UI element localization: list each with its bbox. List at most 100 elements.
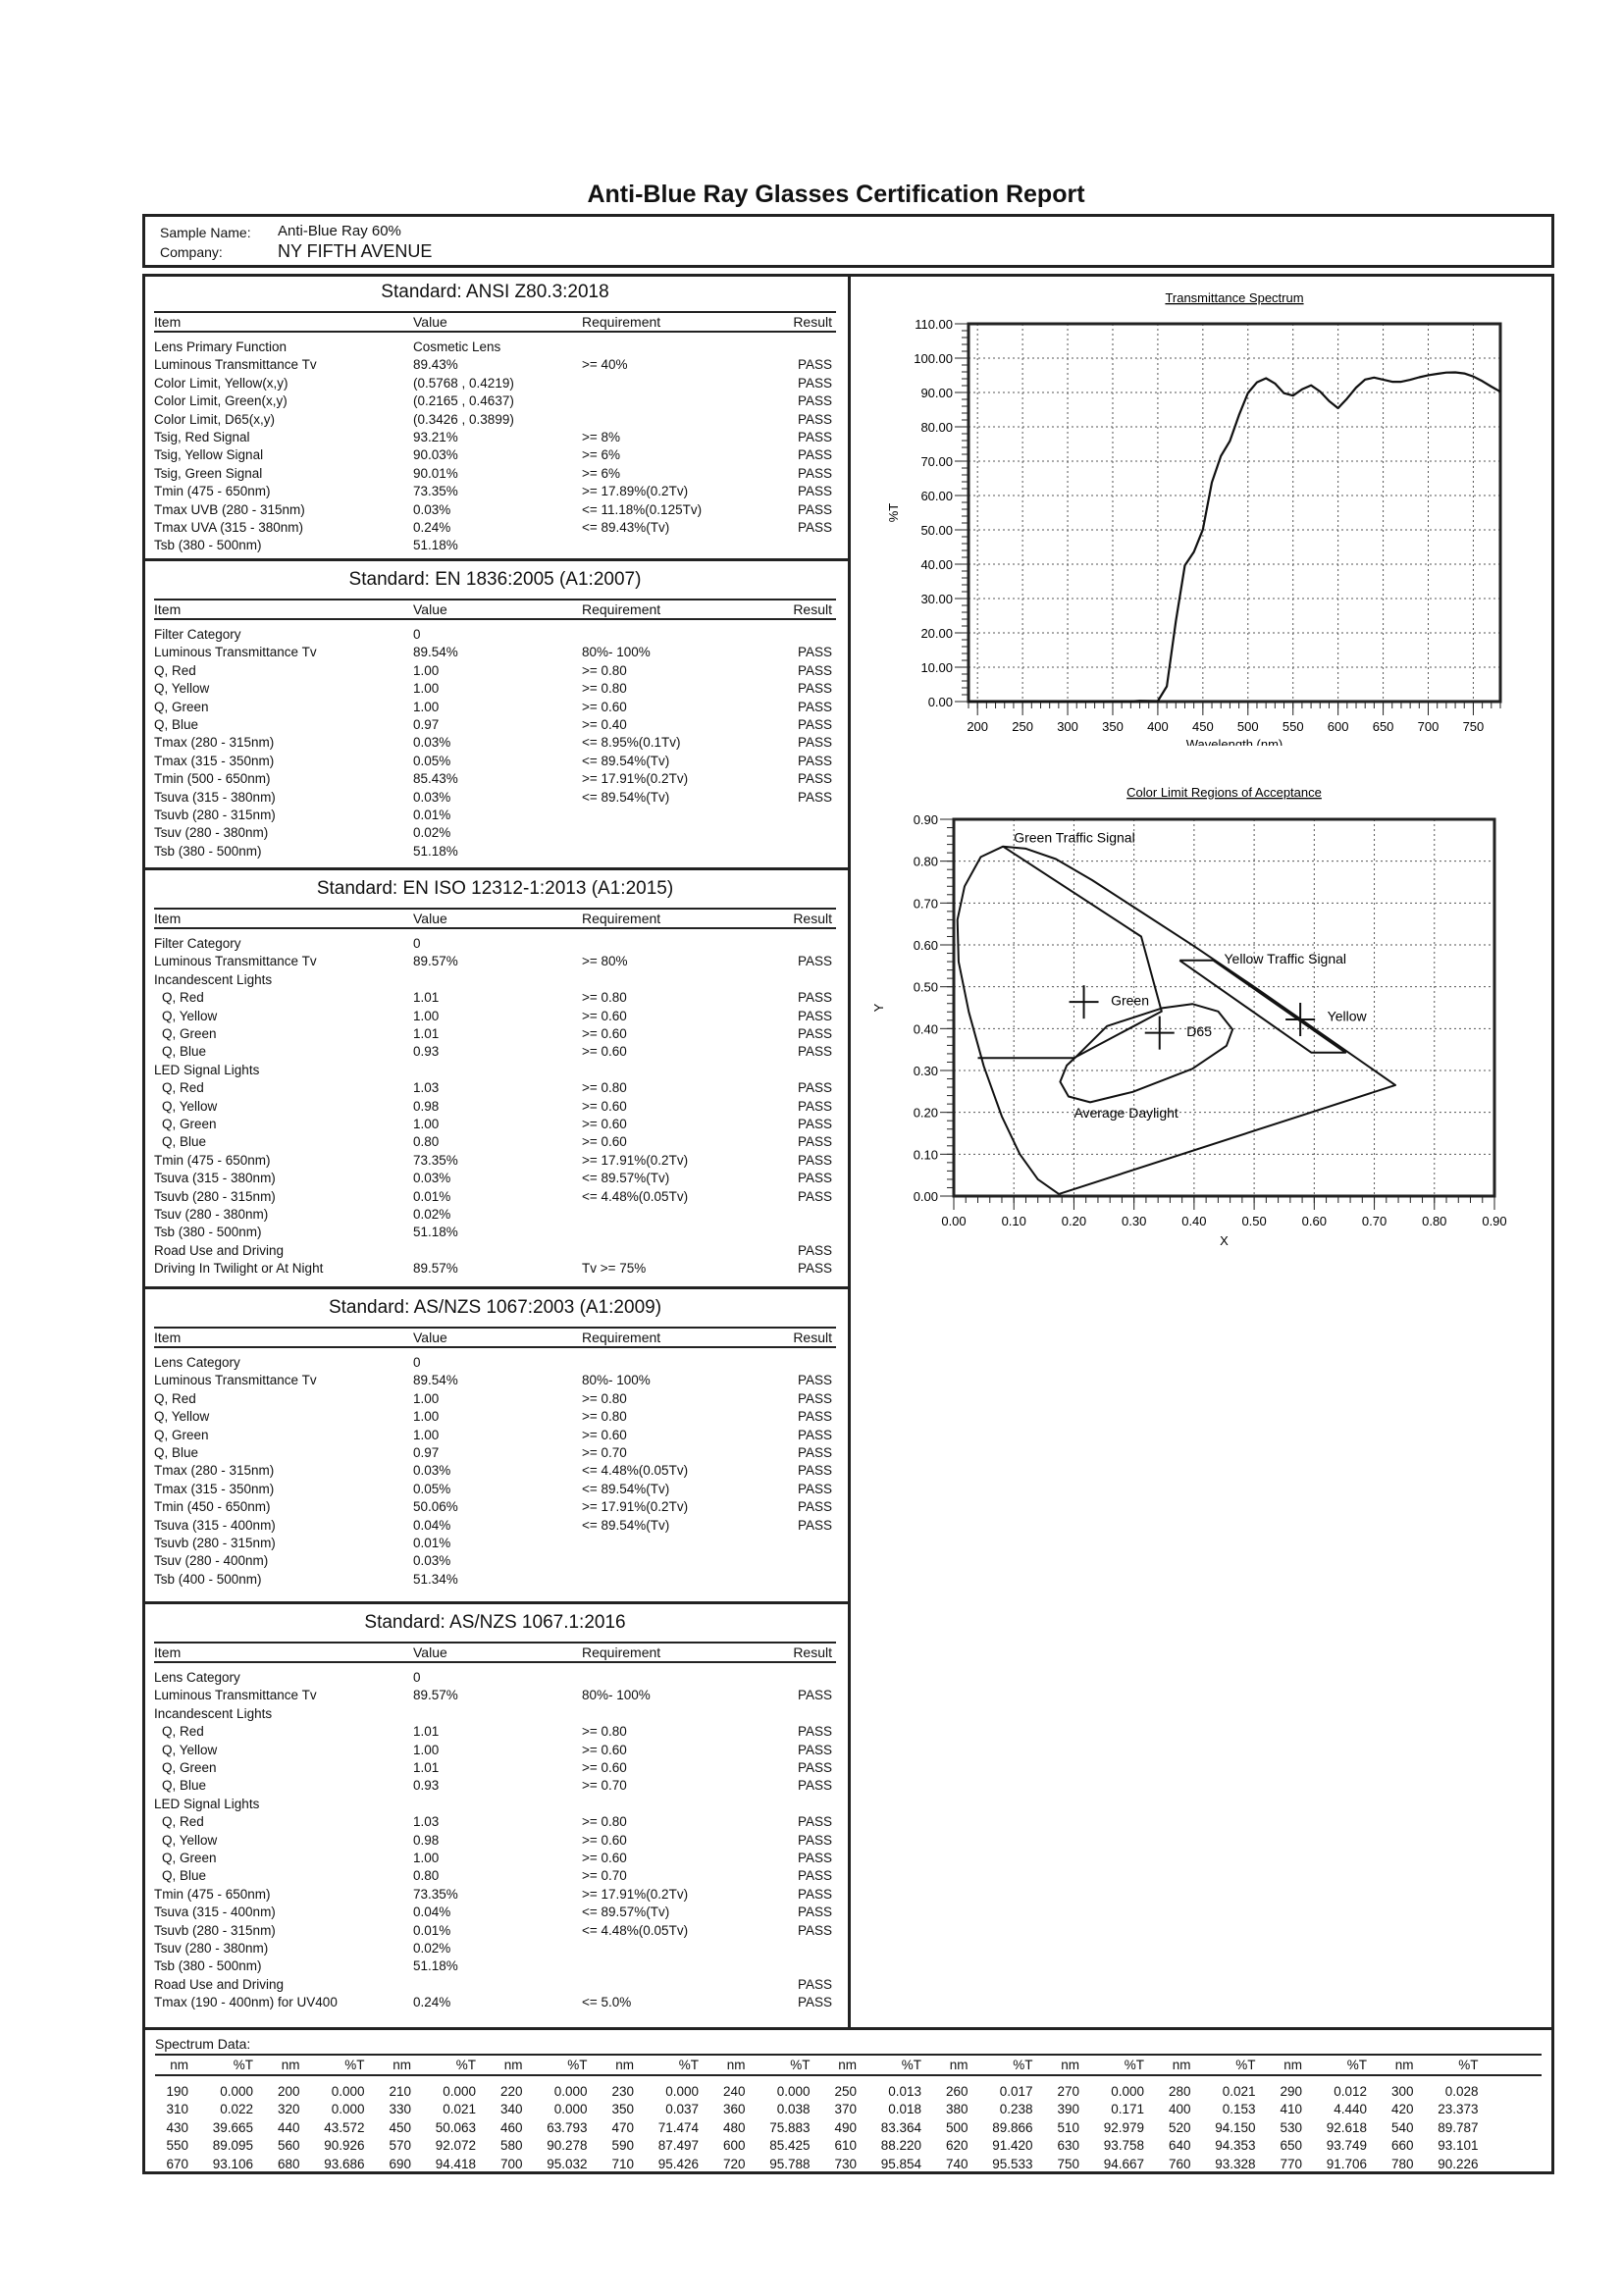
spectrum-t: 88.220 xyxy=(880,2138,921,2154)
spectrum-t: 0.021 xyxy=(443,2102,476,2117)
item-requirement: >= 6% xyxy=(582,447,621,463)
point-label: Green xyxy=(1111,993,1149,1009)
spectrum-t: 92.618 xyxy=(1326,2119,1367,2135)
table-row: Q, Blue 0.97 >= 0.40 PASS xyxy=(154,716,836,734)
item-name: Q, Yellow xyxy=(162,1008,218,1023)
spectrum-t: 0.238 xyxy=(999,2102,1033,2117)
table-row: Q, Blue 0.80 >= 0.60 PASS xyxy=(154,1133,836,1151)
item-value: 1.00 xyxy=(413,1427,440,1442)
spectrum-t: 90.278 xyxy=(547,2138,588,2154)
spectrum-t: 93.328 xyxy=(1215,2156,1256,2171)
item-name: Tmax (315 - 350nm) xyxy=(154,753,275,768)
item-value: 0.01% xyxy=(413,1188,451,1204)
item-name: Tsuv (280 - 380nm) xyxy=(154,825,269,841)
item-name: Q, Blue xyxy=(162,1044,207,1060)
item-requirement: >= 0.60 xyxy=(582,1008,627,1023)
table-row: Tmax (280 - 315nm) 0.03% <= 4.48%(0.05Tv) P… xyxy=(154,1462,836,1480)
spectrum-nm: 420 xyxy=(1390,2102,1414,2117)
item-value: 89.54% xyxy=(413,645,458,660)
column-header: Item xyxy=(154,911,182,926)
item-result: PASS xyxy=(797,1427,832,1442)
spectrum-nm: 540 xyxy=(1390,2119,1414,2135)
spectrum-t: 93.106 xyxy=(212,2156,253,2171)
item-value: 0.80 xyxy=(413,1868,440,1884)
item-value: 0.93 xyxy=(413,1778,440,1794)
item-requirement: >= 17.91%(0.2Tv) xyxy=(582,1152,689,1168)
item-value: 0.98 xyxy=(413,1832,440,1848)
spectrum-nm: 680 xyxy=(277,2156,300,2171)
item-value: 0.05% xyxy=(413,753,451,768)
region-outline xyxy=(1178,959,1347,1054)
item-value: 0.02% xyxy=(413,825,451,841)
table-row: Tsuva (315 - 400nm) 0.04% <= 89.54%(Tv) PAS… xyxy=(154,1517,836,1535)
column-header: Requirement xyxy=(582,1644,661,1660)
spectrum-nm: 590 xyxy=(611,2138,634,2154)
table-row: Q, Blue 0.93 >= 0.60 PASS xyxy=(154,1043,836,1061)
item-name: Tmin (475 - 650nm) xyxy=(154,1152,271,1168)
item-value: 0.04% xyxy=(413,1905,451,1920)
table-row: Q, Yellow 1.00 >= 0.60 PASS xyxy=(154,1008,836,1025)
spectrum-t: 93.749 xyxy=(1326,2138,1367,2154)
item-result: PASS xyxy=(797,1778,832,1794)
spectrum-nm: 650 xyxy=(1280,2138,1302,2154)
spectrum-t: 93.686 xyxy=(324,2156,365,2171)
item-result: PASS xyxy=(797,1688,832,1703)
x-tick-label: 0.70 xyxy=(1362,1214,1387,1228)
x-tick-label: 500 xyxy=(1237,719,1259,734)
spectrum-nm: 470 xyxy=(611,2119,634,2135)
spectrum-t: 0.000 xyxy=(553,2102,588,2117)
item-value: 89.57% xyxy=(413,1261,458,1277)
column-header: Value xyxy=(413,911,447,926)
item-result: PASS xyxy=(797,1261,832,1277)
x-tick-label: 0.40 xyxy=(1181,1214,1206,1228)
item-result: PASS xyxy=(797,1008,832,1023)
item-value: 73.35% xyxy=(413,484,458,499)
item-value: 89.54% xyxy=(413,1373,458,1388)
item-name: Q, Green xyxy=(162,1117,217,1131)
table-row: Tmin (475 - 650nm) 73.35% >= 17.89%(0.2Tv)… xyxy=(154,483,836,500)
region-outline xyxy=(977,845,1163,1060)
table-row: Tsig, Yellow Signal 90.03% >= 6% PASS xyxy=(154,446,836,464)
item-result: PASS xyxy=(797,465,832,481)
item-value: 51.18% xyxy=(413,843,458,859)
item-value: 1.00 xyxy=(413,1008,440,1023)
spectrum-t: 0.000 xyxy=(1111,2084,1144,2099)
spectrum-t: 0.028 xyxy=(1444,2084,1479,2099)
item-requirement: >= 17.91%(0.2Tv) xyxy=(582,1886,689,1902)
item-result: PASS xyxy=(797,1080,832,1096)
spectrum-nm: 370 xyxy=(834,2102,857,2117)
chart-title: Transmittance Spectrum xyxy=(1165,290,1303,305)
company-name: NY FIFTH AVENUE xyxy=(278,241,433,261)
table-row: Tsb (400 - 500nm) 51.34% xyxy=(154,1571,836,1589)
table-row: Q, Red 1.00 >= 0.80 PASS xyxy=(154,1390,836,1408)
table-header: Item Value Requirement Result xyxy=(154,1642,836,1663)
spectrum-t: 43.572 xyxy=(324,2119,365,2135)
header-nm: nm xyxy=(1172,2058,1191,2072)
x-tick-label: 0.00 xyxy=(941,1214,966,1228)
item-value: 50.06% xyxy=(413,1499,458,1515)
header-nm: nm xyxy=(170,2058,188,2072)
item-requirement: >= 17.91%(0.2Tv) xyxy=(582,1499,689,1515)
y-tick-label: 0.60 xyxy=(914,938,938,953)
x-tick-label: 650 xyxy=(1373,719,1394,734)
item-name: Driving In Twilight or At Night xyxy=(154,1261,324,1277)
spectrum-nm: 330 xyxy=(389,2102,411,2117)
item-name: Tsuv (280 - 380nm) xyxy=(154,1207,269,1222)
item-value: 89.57% xyxy=(413,954,458,969)
header-nm: nm xyxy=(1394,2058,1414,2072)
item-result: PASS xyxy=(797,1499,832,1515)
header-nm: nm xyxy=(838,2058,857,2072)
item-requirement: >= 0.60 xyxy=(582,1742,627,1757)
plot-frame xyxy=(967,322,1502,704)
item-value: 0.03% xyxy=(413,1171,451,1186)
item-requirement: >= 0.80 xyxy=(582,990,627,1006)
item-result: PASS xyxy=(797,699,832,714)
x-tick-label: 750 xyxy=(1463,719,1485,734)
item-name: Road Use and Driving xyxy=(154,1242,285,1258)
spectrum-nm: 280 xyxy=(1168,2084,1191,2099)
spectrum-t: 0.013 xyxy=(888,2084,921,2099)
plot-frame xyxy=(952,817,1496,1198)
spectrum-nm: 270 xyxy=(1057,2084,1079,2099)
item-value: Cosmetic Lens xyxy=(413,339,501,354)
item-value: 89.43% xyxy=(413,357,458,373)
